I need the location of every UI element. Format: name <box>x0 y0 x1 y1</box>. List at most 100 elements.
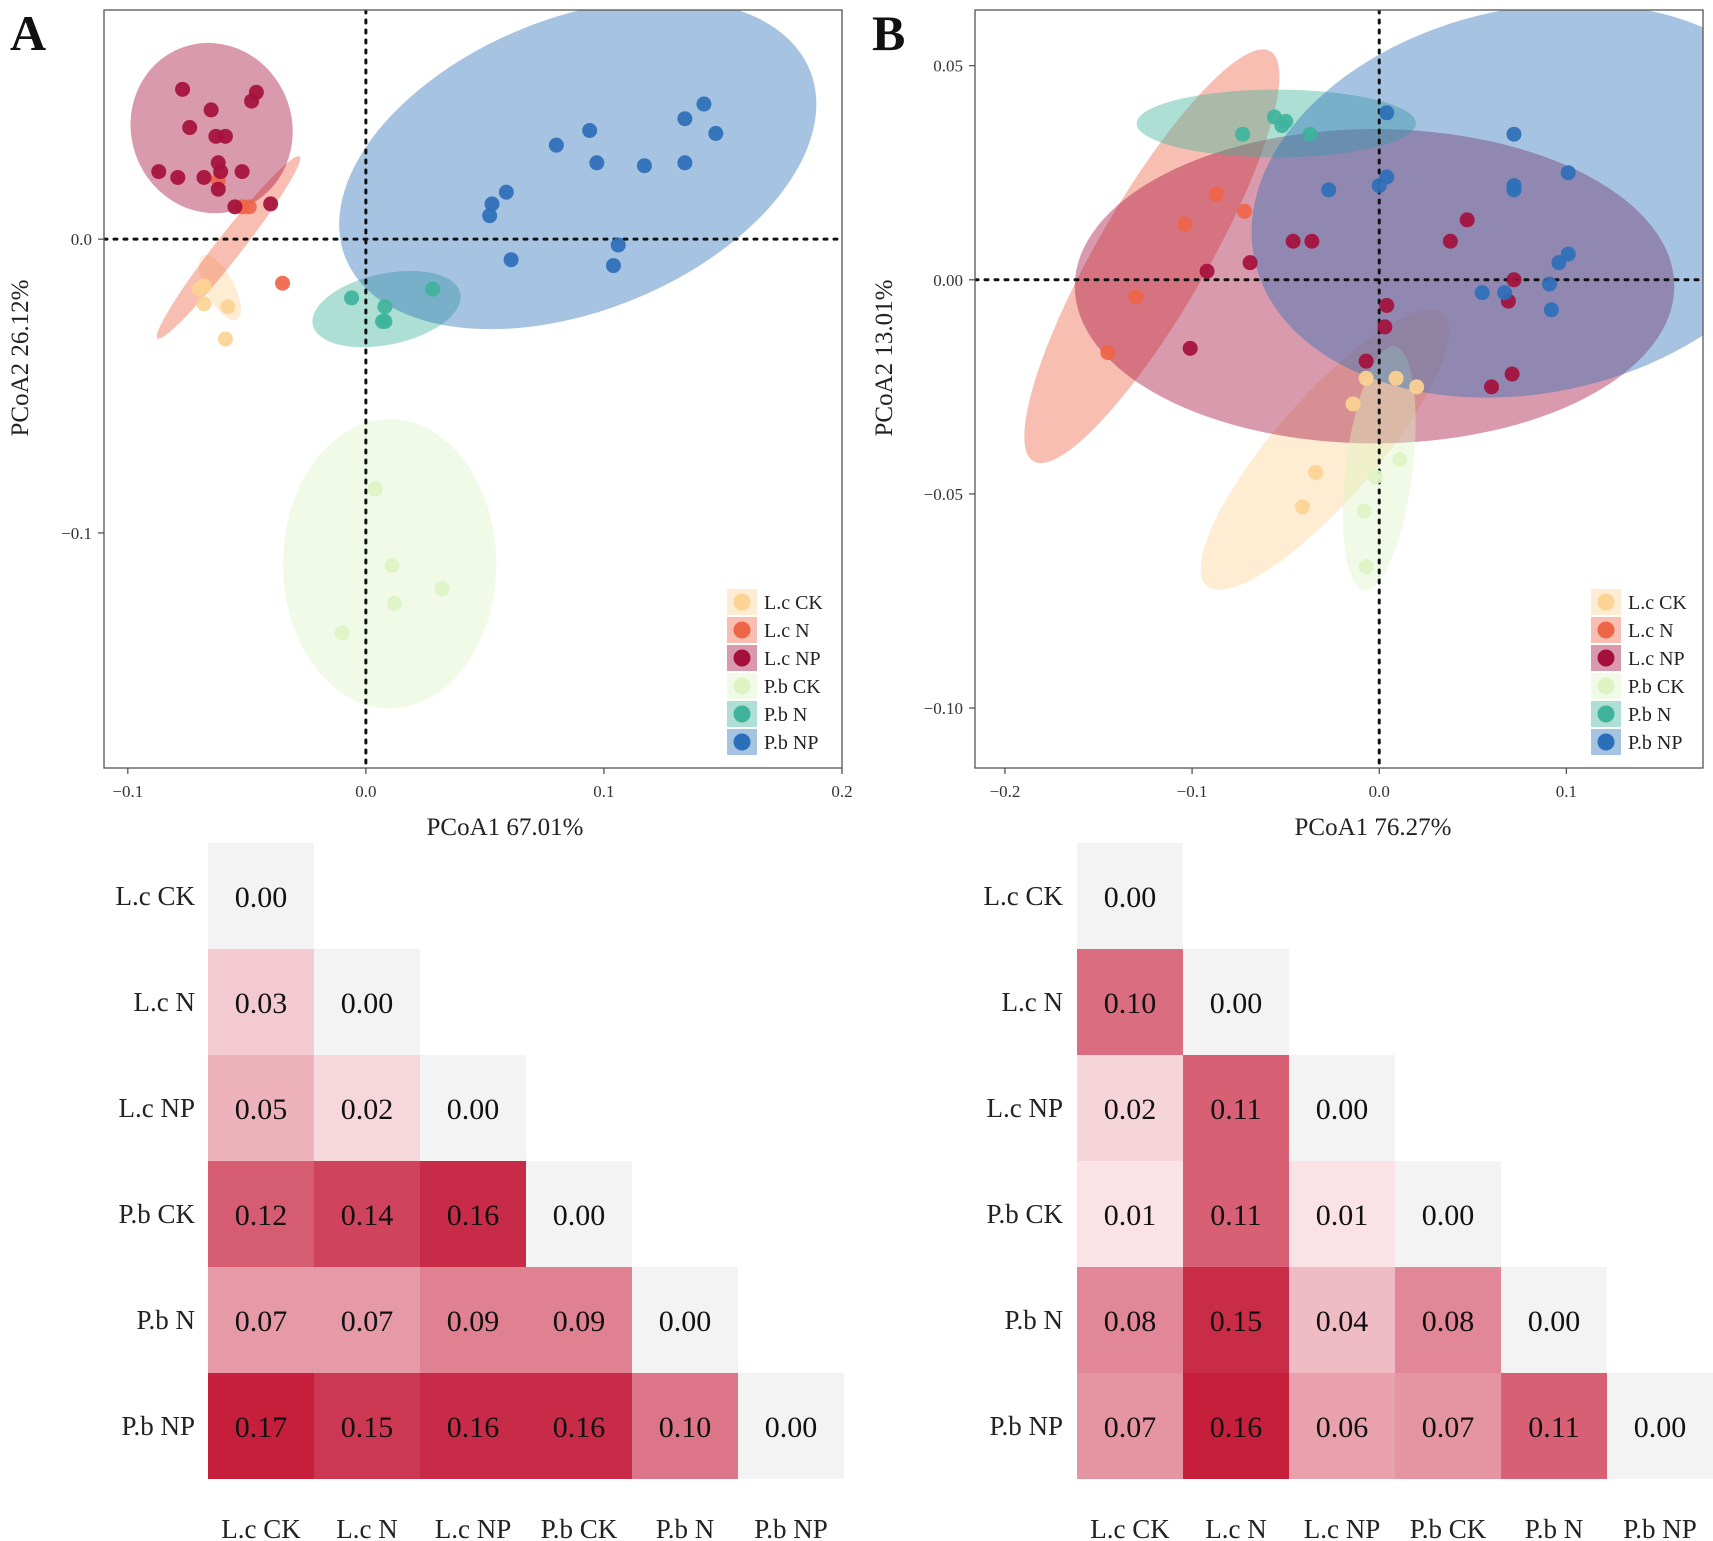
x-tick-label: −0.1 <box>112 782 143 801</box>
heat-value: 0.07 <box>341 1305 394 1338</box>
heat-cell <box>208 843 314 949</box>
point-l-c-np <box>170 169 186 185</box>
legend-label-p-b-ck: P.b CK <box>764 676 821 698</box>
point-p-b-np <box>1379 105 1395 121</box>
heat-value: 0.08 <box>1104 1305 1157 1338</box>
point-p-b-np <box>1321 182 1337 198</box>
point-p-b-np <box>1542 276 1558 292</box>
x-tick-label: −0.1 <box>1177 782 1208 801</box>
heat-value: 0.02 <box>1104 1093 1157 1126</box>
point-p-b-np <box>636 158 652 174</box>
legend-label-l-c-n: L.c N <box>1628 620 1674 642</box>
heat-col-label: L.c N <box>336 1514 397 1541</box>
legend-marker-l-c-ck <box>733 593 751 611</box>
point-l-c-np <box>203 102 219 118</box>
heat-cell <box>526 1267 632 1373</box>
point-l-c-np <box>1199 263 1215 279</box>
point-p-b-np <box>1543 302 1559 318</box>
point-p-b-ck <box>367 481 383 497</box>
plot-frame <box>103 9 843 769</box>
point-l-c-np <box>1242 255 1258 271</box>
heat-col-label: P.b N <box>1525 1514 1584 1541</box>
heat-cell <box>314 949 420 1055</box>
pcoa-scatter-b: −0.2 −0.1 0.0 0.1 0.05 0.00 −0.05 −0.10 PCoA1 76… <box>871 9 1704 841</box>
heat-cell <box>1183 1161 1289 1267</box>
heat-cell <box>1289 1161 1395 1267</box>
legend-label-l-c-ck: L.c CK <box>1628 592 1687 614</box>
point-l-c-ck <box>1295 499 1311 515</box>
heat-value: 0.00 <box>1316 1093 1369 1126</box>
x-tick-label: 0.1 <box>593 782 614 801</box>
point-l-c-ck <box>196 296 212 312</box>
point-p-b-np <box>498 184 514 200</box>
ellipse-l-c-np <box>1074 129 1675 444</box>
plot-frame <box>974 9 1704 769</box>
heat-cell <box>1501 1373 1607 1479</box>
heat-row-label: L.c N <box>1002 987 1063 1017</box>
heat-value: 0.11 <box>1210 1199 1261 1232</box>
point-l-c-ck <box>196 278 212 294</box>
heat-cell <box>1183 1373 1289 1479</box>
heat-cell <box>526 1373 632 1479</box>
heat-value: 0.17 <box>235 1411 288 1444</box>
heat-value: 0.04 <box>1316 1305 1369 1338</box>
heat-cell <box>1077 949 1183 1055</box>
heat-value: 0.06 <box>1316 1411 1369 1444</box>
legend-label-p-b-n: P.b N <box>764 704 807 726</box>
point-p-b-ck <box>1367 469 1383 485</box>
legend-marker-l-c-n <box>733 621 751 639</box>
heat-cell <box>738 1373 844 1479</box>
point-p-b-n <box>425 281 441 297</box>
point-p-b-np <box>1371 178 1387 194</box>
heat-row-label: P.b N <box>1004 1305 1063 1335</box>
point-p-b-np <box>589 155 605 171</box>
point-l-c-np <box>1442 233 1458 249</box>
legend-marker-p-b-n <box>733 705 751 723</box>
heat-cell <box>632 1267 738 1373</box>
heat-col-label: P.b CK <box>541 1514 618 1541</box>
heat-row-label: L.c NP <box>987 1093 1064 1123</box>
heat-value: 0.16 <box>553 1411 606 1444</box>
heat-value: 0.16 <box>447 1199 500 1232</box>
x-tick-label: 0.1 <box>1556 782 1577 801</box>
point-l-c-np <box>213 164 229 180</box>
point-l-c-ck <box>1345 396 1361 412</box>
heat-cell <box>1183 1267 1289 1373</box>
point-l-c-np <box>1504 366 1520 382</box>
heat-cell <box>208 1161 314 1267</box>
heat-col-label: P.b NP <box>754 1514 828 1541</box>
point-l-c-ck <box>1358 370 1374 386</box>
point-l-c-np <box>175 81 191 97</box>
ellipse-l-c-n <box>1024 49 1280 464</box>
heat-row-label: L.c CK <box>984 881 1064 911</box>
point-l-c-np <box>263 196 279 212</box>
point-l-c-np <box>1358 353 1374 369</box>
point-l-c-np <box>1379 297 1395 313</box>
x-tick-label: 0.0 <box>1369 782 1390 801</box>
heat-value: 0.00 <box>1528 1305 1581 1338</box>
heat-col-label: L.c NP <box>1304 1514 1381 1541</box>
heat-row-label: P.b CK <box>986 1199 1063 1229</box>
legend-label-l-c-n: L.c N <box>764 620 810 642</box>
point-p-b-np <box>484 196 500 212</box>
heat-cell <box>1183 949 1289 1055</box>
legend-marker-p-b-ck <box>1597 677 1615 695</box>
heat-col-label: P.b N <box>656 1514 715 1541</box>
heat-col-label: L.c NP <box>435 1514 512 1541</box>
heat-cell <box>1395 1161 1501 1267</box>
point-l-c-np <box>1484 379 1500 395</box>
y-tick-label: −0.10 <box>924 699 963 718</box>
ellipse-p-b-np <box>339 10 817 330</box>
heat-cell <box>314 1373 420 1479</box>
heat-cell <box>420 1267 526 1373</box>
heat-cell <box>420 1055 526 1161</box>
heat-cell <box>208 1055 314 1161</box>
heat-cell <box>1501 1267 1607 1373</box>
heat-value: 0.00 <box>765 1411 818 1444</box>
y-tick-label: −0.05 <box>924 485 963 504</box>
point-p-b-ck <box>1392 452 1408 468</box>
heat-value: 0.05 <box>235 1093 288 1126</box>
heat-row-label: P.b NP <box>989 1411 1063 1441</box>
heat-row-label: L.c N <box>134 987 195 1017</box>
heat-value: 0.00 <box>447 1093 500 1126</box>
